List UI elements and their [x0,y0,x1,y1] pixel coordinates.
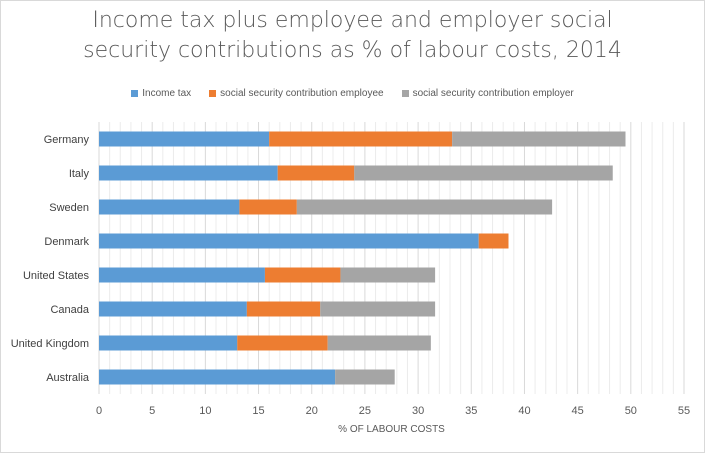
bar-segment [237,335,328,351]
bar-segment [452,131,626,147]
category-label: Australia [46,372,90,384]
bar-segment [354,165,613,181]
category-label: United Kingdom [11,338,89,350]
bar-segment [478,233,509,249]
bar-segment [327,335,431,351]
category-label: Germany [44,134,90,146]
x-tick-label: 5 [149,405,155,417]
title-line-2: security contributions as % of labour co… [83,38,622,63]
bar-segment [99,267,265,283]
chart-title: Income tax plus employee and employer so… [0,6,705,66]
category-label: Denmark [44,236,89,248]
bar-segment [99,131,270,147]
legend-swatch [131,90,139,97]
legend-item-employee: social security contribution employee [209,88,384,99]
x-tick-label: 20 [306,405,318,417]
bar-segment [296,199,553,215]
category-label: Sweden [49,202,89,214]
x-tick-label: 25 [359,405,371,417]
bar-segment [264,267,341,283]
x-tick-label: 55 [678,405,690,417]
bar-segment [99,335,238,351]
bar-segment [99,233,479,249]
bar-segment [335,369,395,385]
title-line-1: Income tax plus employee and employer so… [92,8,613,33]
x-tick-label: 0 [96,405,102,417]
bar-segment [99,301,247,317]
bar-segment [340,267,436,283]
x-tick-label: 15 [252,405,264,417]
bar-segment [99,369,336,385]
x-tick-label: 30 [412,405,424,417]
bar-segment [277,165,355,181]
bar-segment [239,199,297,215]
legend-swatch [209,90,217,97]
bar-segment [320,301,436,317]
category-label: Canada [50,304,89,316]
legend-label: Income tax [142,88,192,99]
bar-segment [246,301,321,317]
category-label: United States [23,270,90,282]
category-label: Italy [69,168,90,180]
x-tick-label: 50 [625,405,637,417]
legend-item-employer: social security contribution employer [401,88,574,99]
legend-item-income-tax: Income tax [131,88,191,99]
legend-label: social security contribution employee [220,88,384,99]
bar-segment [99,165,278,181]
x-tick-label: 10 [199,405,211,417]
x-tick-label: 40 [518,405,530,417]
legend-label: social security contribution employer [412,88,574,99]
x-axis-label: % OF LABOUR COSTS [338,424,445,435]
x-tick-label: 35 [465,405,477,417]
legend: Income tax social security contribution … [0,88,705,99]
legend-swatch [401,90,409,97]
x-tick-label: 45 [572,405,584,417]
bar-segment [99,199,240,215]
bar-segment [269,131,453,147]
